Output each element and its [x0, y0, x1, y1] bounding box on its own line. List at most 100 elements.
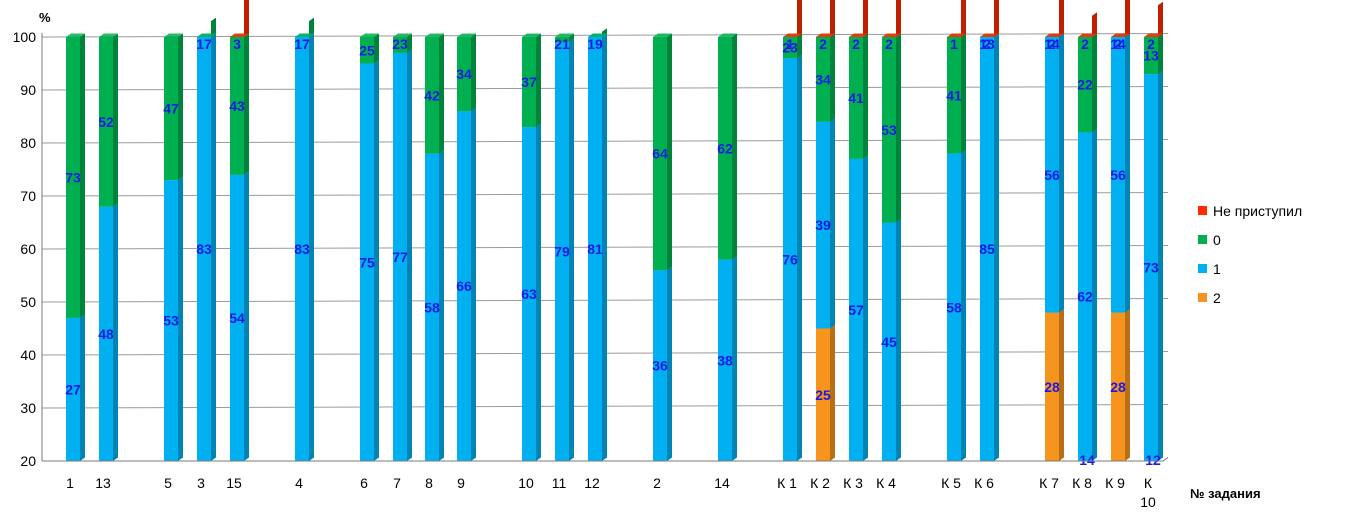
bar-segment	[522, 33, 541, 128]
bar-front	[1045, 312, 1059, 461]
data-label: 2	[1048, 36, 1056, 52]
x-axis-line	[42, 457, 1169, 462]
data-label: 2	[1147, 36, 1155, 52]
bar-top	[1111, 33, 1130, 37]
x-tick-label: 3	[197, 475, 205, 491]
bar-front	[425, 37, 439, 154]
bar-front	[718, 37, 732, 260]
bar-side	[80, 314, 85, 461]
bar-segment	[457, 33, 476, 112]
x-tick-label: К 1	[777, 475, 797, 491]
bar-segment	[295, 17, 314, 37]
bar-side	[1125, 0, 1130, 37]
x-tick-label: 15	[226, 475, 242, 491]
bar-segment	[393, 33, 412, 53]
bar-front	[980, 37, 994, 461]
y-axis: 20 30 40 50 60 70 80 90 100	[13, 29, 43, 469]
bar-front	[230, 37, 244, 175]
data-label: 2	[885, 36, 893, 52]
bar-segment	[1045, 309, 1064, 461]
bar-side	[407, 49, 412, 462]
y-tick-label: 80	[20, 135, 36, 151]
bar-segment	[99, 33, 118, 207]
x-tick-label: 10	[518, 475, 534, 491]
bar-side	[667, 266, 672, 461]
x-tick-label: 7	[393, 475, 401, 491]
data-label: 81	[587, 241, 603, 257]
y-tick-label: 20	[20, 453, 36, 469]
bar-segment	[816, 33, 835, 122]
bar-front	[882, 37, 896, 223]
bar-side	[407, 33, 412, 53]
legend-label: 2	[1213, 289, 1221, 306]
data-label: 62	[717, 140, 733, 156]
bar-side	[667, 33, 672, 271]
data-label: 42	[424, 87, 440, 103]
bar-side	[961, 33, 966, 154]
bar-front	[947, 153, 961, 461]
y-tick-label: 50	[20, 294, 36, 310]
bar-side	[244, 0, 249, 37]
bar-front	[360, 63, 374, 461]
bar-front	[588, 37, 602, 461]
bar-front	[816, 37, 830, 122]
bar-segment	[783, 0, 802, 37]
bar-front	[653, 37, 667, 271]
bar-segment	[849, 0, 868, 37]
x-tick-label: К 5	[941, 475, 961, 491]
bar-segment	[457, 107, 476, 461]
bar-side	[309, 17, 314, 37]
bar-side	[1158, 33, 1163, 75]
bar-side	[211, 33, 216, 461]
data-label: 2	[1081, 36, 1089, 52]
bar-segment	[1144, 33, 1163, 75]
bar-segment	[1111, 33, 1130, 313]
data-label: 63	[521, 286, 537, 302]
bar-side	[797, 33, 802, 59]
bar-top	[295, 33, 314, 37]
bar-front	[393, 52, 407, 462]
y-axis-title: %	[39, 10, 51, 25]
bar-front	[457, 37, 471, 112]
bar-top	[555, 33, 574, 37]
bar-top	[66, 33, 85, 37]
y-tick-label: 60	[20, 241, 36, 257]
x-tick-label: К 4	[876, 475, 896, 491]
x-tick-label: К 2	[810, 475, 830, 491]
bar-side	[439, 33, 444, 154]
legend-swatch	[1198, 235, 1207, 244]
bar-side	[178, 176, 183, 461]
x-tick-label: К	[1144, 475, 1153, 491]
bar-side	[178, 33, 183, 181]
y-tick-label: 70	[20, 188, 36, 204]
bar-top	[393, 33, 412, 37]
bar-side	[374, 60, 379, 461]
y-tick-label: 90	[20, 82, 36, 98]
bar-segment	[230, 33, 249, 175]
data-label: 14	[1044, 36, 1060, 52]
bar-front	[66, 37, 80, 318]
data-label: 2	[1114, 36, 1122, 52]
data-label: 3	[233, 36, 241, 52]
y-tick-label: 30	[20, 400, 36, 416]
bar-side	[797, 54, 802, 461]
bar-segment	[230, 171, 249, 462]
legend: Не приступил 0 1 2	[1198, 196, 1302, 312]
data-label: 83	[294, 241, 310, 257]
bar-side	[244, 171, 249, 462]
data-label: 58	[946, 299, 962, 315]
bar-side	[244, 33, 249, 175]
bar-segment	[653, 33, 672, 271]
bar-segment	[816, 0, 835, 37]
bar-segment	[1045, 33, 1064, 313]
bar-side	[961, 150, 966, 461]
bar-segment	[588, 28, 607, 37]
bar-front	[164, 180, 178, 461]
bar-top	[816, 33, 835, 37]
bar-front	[99, 206, 113, 461]
bar-front	[555, 42, 569, 462]
bar-top	[99, 33, 118, 37]
x-tick-label: 13	[95, 475, 111, 491]
data-label: 28	[1110, 379, 1126, 395]
x-tick-label: К 9	[1105, 475, 1125, 491]
